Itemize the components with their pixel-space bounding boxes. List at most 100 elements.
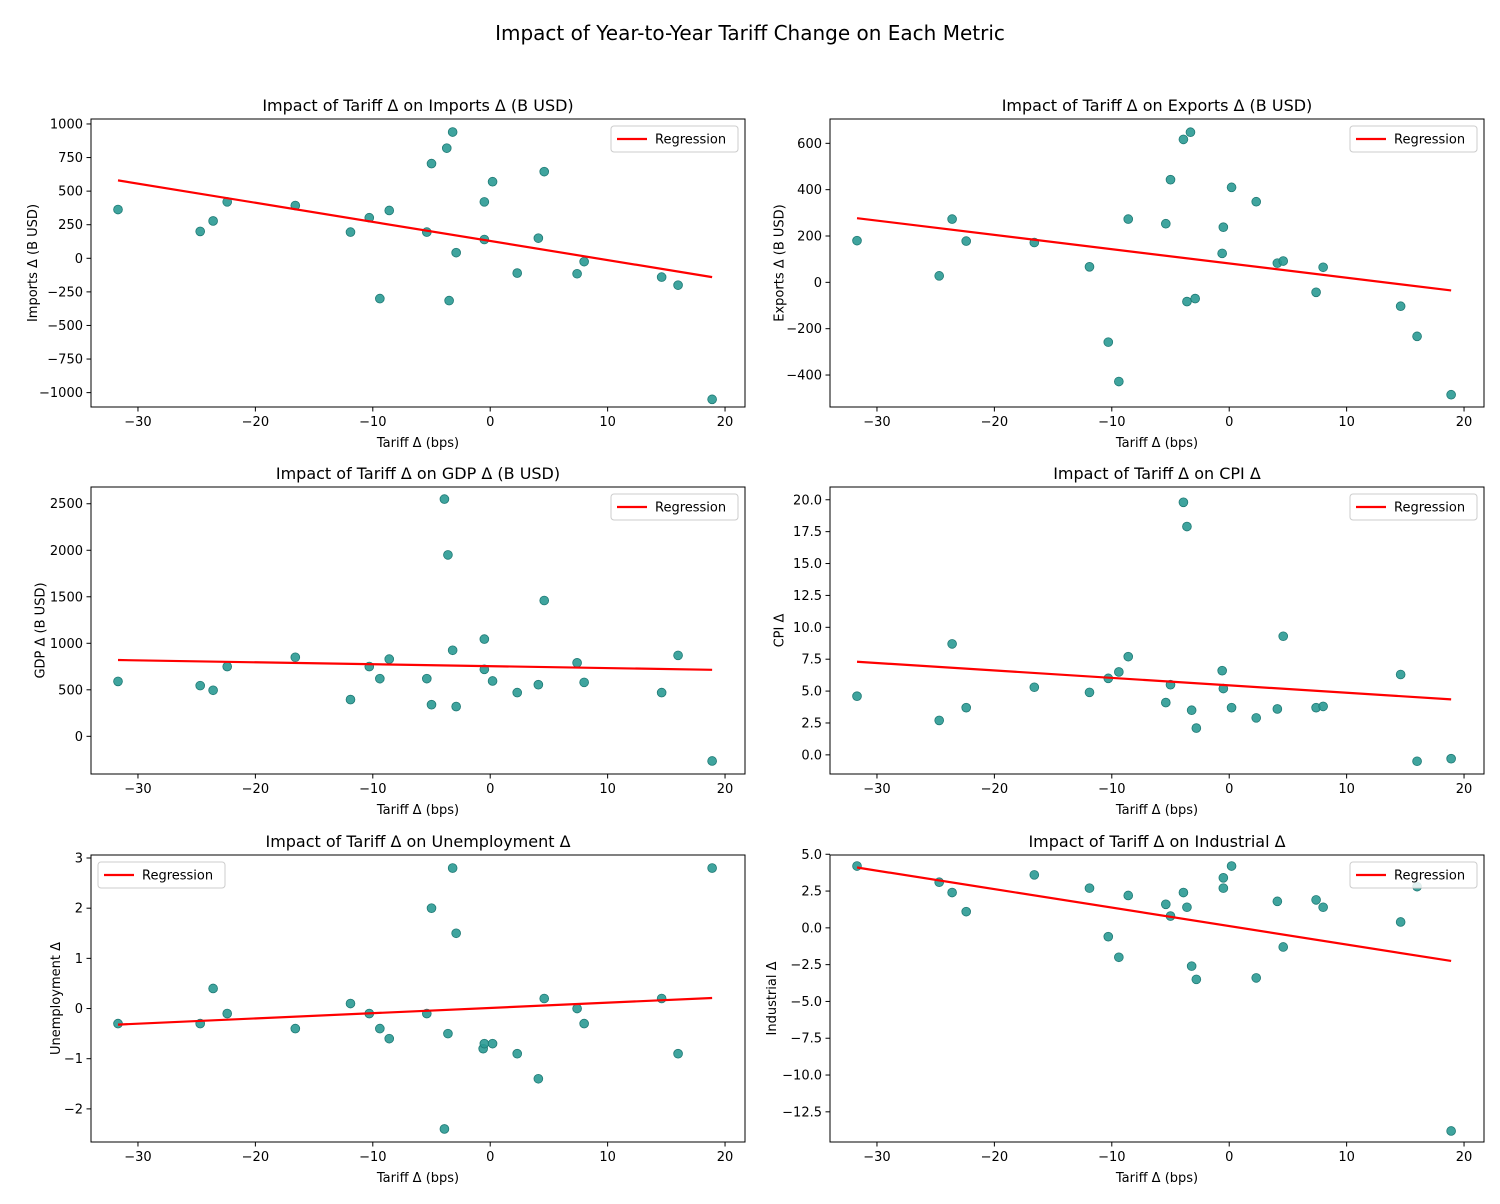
y-tick-label: −2.5 [790, 958, 822, 973]
x-tick-label: −10 [1098, 415, 1125, 430]
y-tick-label: 600 [797, 137, 822, 152]
data-point [290, 652, 301, 663]
legend: Regression [610, 493, 739, 521]
data-point [961, 906, 972, 917]
y-tick-label: 5.0 [801, 685, 822, 700]
figure-suptitle: Impact of Year-to-Year Tariff Change on … [495, 21, 1005, 45]
data-point [1123, 890, 1134, 901]
data-point [1178, 497, 1189, 508]
x-tick-label: −20 [981, 415, 1008, 430]
data-point [539, 993, 550, 1004]
legend: Regression [610, 125, 739, 153]
data-point [934, 271, 944, 281]
data-point [290, 1023, 301, 1034]
legend-box [1349, 493, 1478, 521]
y-tick-label: 500 [58, 185, 83, 200]
regression-line [117, 658, 713, 671]
subplot-title: Impact of Tariff Δ on Exports Δ (B USD) [1002, 96, 1313, 115]
subplot-cpi: −30 −20 −10 0 10 20 0.0 2.5 5.0 7.5 10.0 12.5 15.0 17… [773, 464, 1485, 818]
legend-label: Regression [655, 133, 726, 148]
data-point [384, 1033, 395, 1044]
y-axis-label: Unemployment Δ [49, 942, 64, 1055]
data-point [113, 204, 123, 215]
y-axis-label: Exports Δ (B USD) [773, 204, 788, 321]
legend: Regression [97, 861, 226, 889]
data-point [533, 233, 544, 243]
x-tick-label: −20 [242, 782, 269, 797]
legend-box [97, 861, 226, 889]
y-tick-label: 400 [797, 183, 822, 198]
data-point [375, 293, 385, 304]
data-point [1278, 942, 1289, 952]
data-point [1226, 182, 1237, 193]
data-point [1395, 917, 1406, 927]
y-tick-label: 250 [58, 218, 83, 233]
regression-line [856, 217, 1452, 292]
y-tick-label: 2.5 [801, 716, 822, 731]
y-tick-label: −200 [786, 322, 822, 337]
data-point [345, 227, 356, 237]
data-point [1123, 651, 1134, 662]
y-tick-label: 17.5 [793, 525, 822, 540]
data-point [961, 236, 972, 246]
data-point [1114, 376, 1124, 387]
data-point [673, 1048, 683, 1059]
y-axis-label: Imports Δ (B USD) [26, 204, 41, 322]
data-point [934, 715, 944, 726]
data-point [1272, 896, 1283, 907]
data-point [572, 268, 582, 279]
legend-label: Regression [655, 501, 726, 516]
y-tick-label: 12.5 [793, 589, 822, 604]
data-point [1084, 262, 1095, 272]
y-axis-label: CPI Δ [773, 614, 788, 648]
x-tick-label: 20 [717, 782, 734, 797]
data-point [707, 863, 717, 873]
data-point [439, 1124, 450, 1134]
y-tick-label: 15.0 [793, 557, 822, 572]
data-point [579, 677, 589, 688]
data-point [1446, 1126, 1456, 1136]
data-point [345, 998, 356, 1009]
y-tick-label: −2 [64, 1102, 83, 1117]
data-point [479, 197, 490, 207]
data-point [447, 645, 458, 656]
regression-line [856, 660, 1452, 701]
x-tick-label: 10 [1338, 415, 1355, 430]
data-point [1029, 682, 1040, 693]
data-point [1186, 705, 1197, 716]
subplot-title: Impact of Tariff Δ on GDP Δ (B USD) [276, 464, 560, 483]
data-point [1161, 697, 1171, 708]
y-tick-label: 0.0 [801, 921, 822, 936]
data-point [1029, 870, 1040, 880]
x-tick-label: 10 [599, 415, 616, 430]
data-point [208, 216, 218, 226]
data-point [1182, 902, 1192, 913]
x-tick-label: 10 [599, 782, 616, 797]
x-tick-label: 0 [486, 1150, 494, 1165]
y-tick-label: 2000 [50, 544, 83, 559]
x-tick-label: −30 [863, 1150, 890, 1165]
data-point [439, 494, 450, 504]
data-point [539, 595, 550, 606]
legend-box [610, 125, 739, 153]
legend-box [610, 493, 739, 521]
x-tick-label: −10 [1098, 1150, 1125, 1165]
y-tick-label: 2 [75, 902, 83, 917]
data-point [1123, 214, 1134, 224]
data-point [384, 654, 395, 664]
data-point [1165, 174, 1176, 185]
legend-box [1349, 861, 1478, 889]
data-point [1103, 337, 1114, 347]
data-point [208, 685, 218, 696]
data-point [1251, 196, 1262, 207]
data-point [1412, 756, 1422, 767]
legend-label: Regression [1394, 133, 1465, 148]
data-point [451, 247, 461, 258]
x-tick-label: −30 [863, 782, 890, 797]
y-tick-label: 1000 [50, 117, 83, 132]
data-point [852, 691, 862, 701]
data-point [512, 268, 523, 278]
subplot-title: Impact of Tariff Δ on Unemployment Δ [265, 832, 570, 851]
x-tick-label: −30 [124, 1150, 151, 1165]
